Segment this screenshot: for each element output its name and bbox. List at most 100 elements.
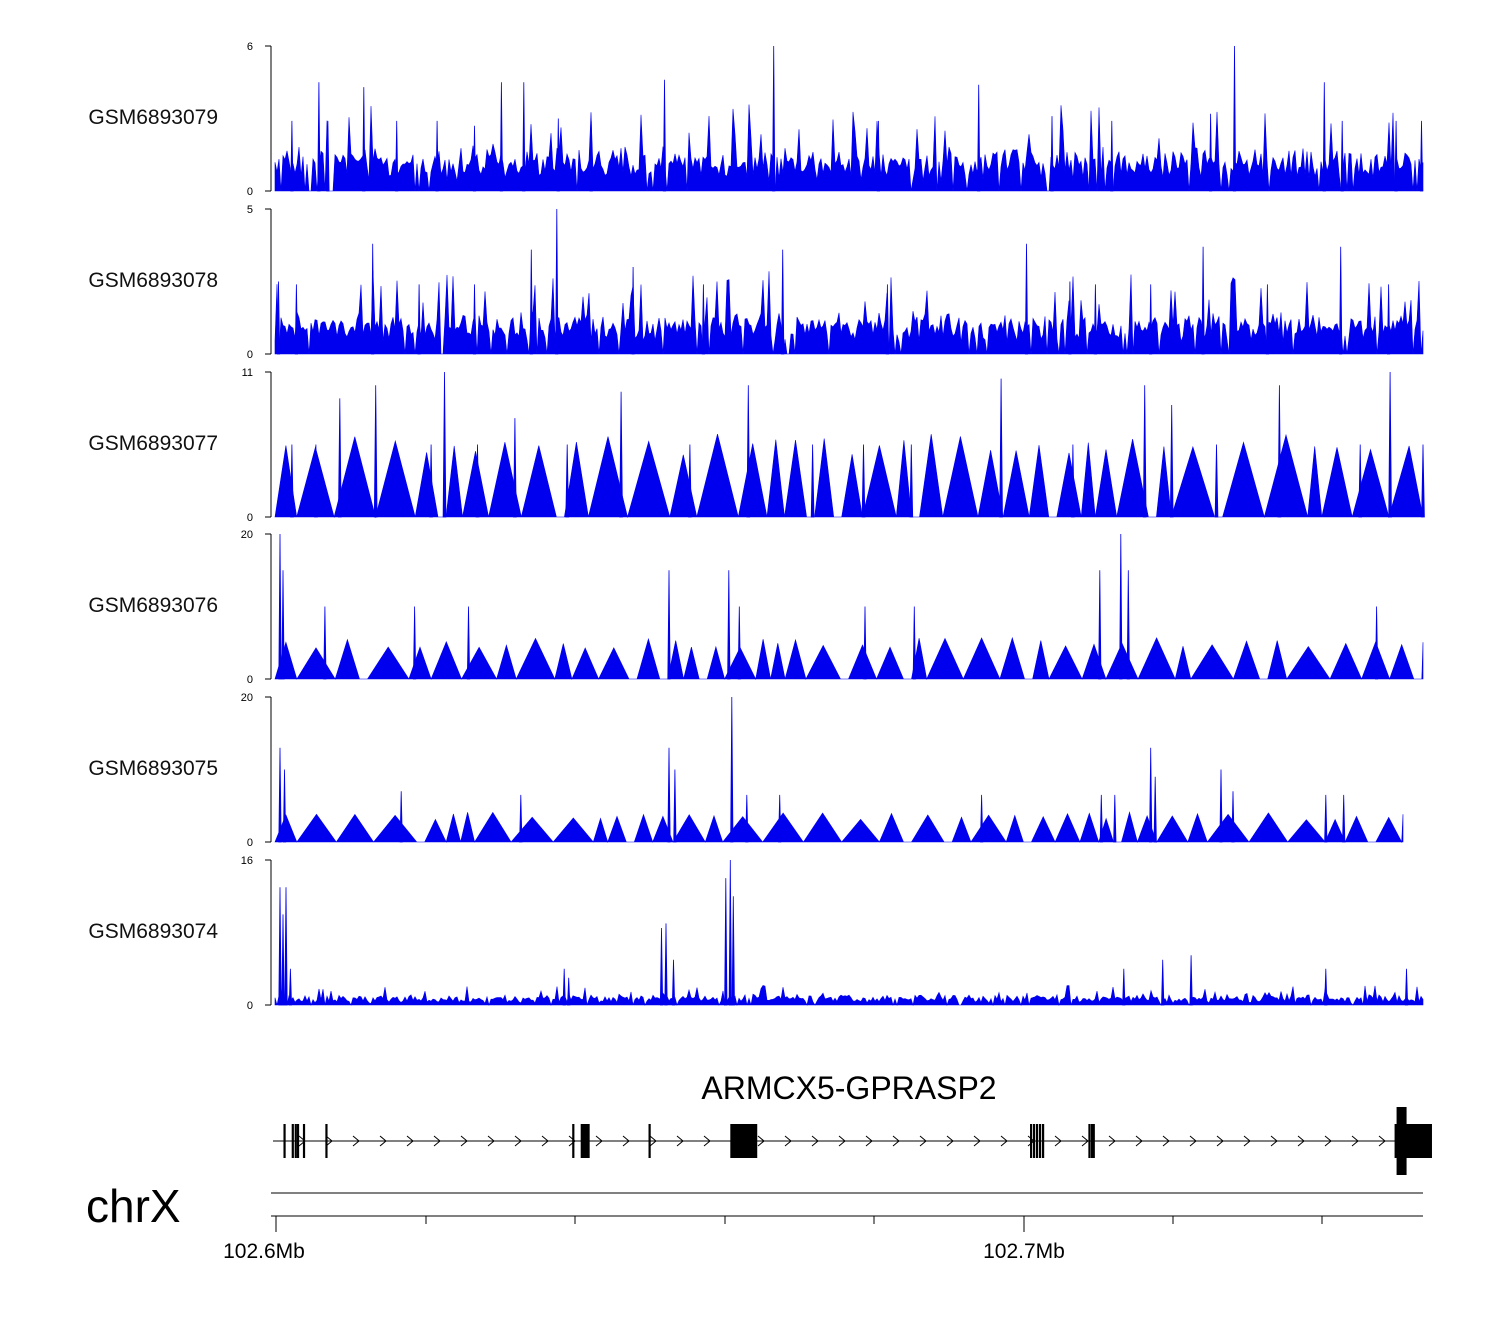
signal-peak bbox=[1071, 444, 1075, 518]
signal-peak bbox=[371, 243, 375, 355]
strand-arrow bbox=[1108, 1135, 1116, 1147]
signal-peak bbox=[281, 914, 285, 1006]
signal-peak bbox=[1419, 120, 1424, 192]
y-tick-label-min: 0 bbox=[247, 349, 253, 361]
signal-peak bbox=[1339, 246, 1343, 355]
signal-peak bbox=[555, 208, 559, 355]
signal-peak bbox=[1231, 791, 1235, 843]
track-GSM6893074: GSM6893074 16 0 bbox=[88, 855, 1424, 1012]
signal-peak bbox=[730, 696, 734, 843]
y-tick-label-min: 0 bbox=[247, 674, 253, 686]
tall-exon bbox=[1396, 1107, 1407, 1175]
signal-peak bbox=[288, 968, 293, 1006]
strand-arrow bbox=[379, 1135, 387, 1147]
signal-peak bbox=[1340, 120, 1344, 192]
signal-peak bbox=[429, 444, 433, 518]
signal-peak bbox=[1219, 769, 1223, 843]
signal-peak bbox=[662, 79, 667, 192]
signal-peak bbox=[1149, 747, 1153, 843]
signal-peak bbox=[885, 284, 890, 355]
signal-peak bbox=[909, 444, 914, 518]
signal-peak bbox=[977, 84, 981, 192]
y-tick-label-max: 6 bbox=[247, 41, 253, 53]
exon bbox=[294, 1124, 297, 1158]
y-tick-label-max: 16 bbox=[241, 855, 253, 867]
signal-peak bbox=[472, 284, 477, 355]
strand-arrow bbox=[703, 1135, 711, 1147]
genomic-axis: 102.6Mb 102.7Mb bbox=[223, 1192, 1423, 1263]
strand-arrow bbox=[1243, 1135, 1251, 1147]
track-label: GSM6893078 bbox=[88, 269, 218, 292]
track-label: GSM6893074 bbox=[88, 920, 218, 943]
strand-arrow bbox=[865, 1135, 873, 1147]
strand-arrow bbox=[325, 1135, 333, 1147]
strand-arrow bbox=[946, 1135, 954, 1147]
signal-area bbox=[274, 985, 1424, 1007]
signal-peak bbox=[1394, 120, 1398, 192]
signal-peak bbox=[1201, 246, 1205, 355]
strand-arrow bbox=[1189, 1135, 1197, 1147]
signal-peak bbox=[529, 249, 533, 355]
strand-arrow bbox=[973, 1135, 981, 1147]
track-label: GSM6893075 bbox=[88, 757, 218, 780]
strand-arrow bbox=[1081, 1135, 1089, 1147]
track-label: GSM6893077 bbox=[88, 432, 218, 455]
signal-peak bbox=[1324, 968, 1328, 1006]
chromosome-label: chrX bbox=[86, 1180, 181, 1232]
strand-arrow bbox=[784, 1135, 792, 1147]
signal-peak bbox=[728, 859, 732, 1006]
signal-peak bbox=[282, 769, 287, 843]
strand-arrow bbox=[514, 1135, 522, 1147]
y-tick-label-min: 0 bbox=[247, 186, 253, 198]
signal-peak bbox=[979, 794, 984, 843]
signal-peak bbox=[412, 606, 417, 680]
signal-peak bbox=[278, 747, 282, 843]
signal-peak bbox=[373, 385, 378, 518]
signal-peak bbox=[278, 887, 282, 1006]
signal-peak bbox=[1189, 955, 1193, 1006]
signal-peak bbox=[337, 398, 342, 518]
exon bbox=[283, 1124, 286, 1158]
signal-peak bbox=[1153, 776, 1157, 843]
signal-peak bbox=[671, 959, 676, 1006]
y-tick-label-min: 0 bbox=[247, 837, 253, 849]
signal-peak bbox=[466, 606, 471, 680]
signal-peak bbox=[399, 791, 403, 843]
signal-peak bbox=[1110, 120, 1114, 192]
signal-peak bbox=[863, 606, 867, 680]
signal-peak bbox=[522, 82, 526, 192]
signal-peak bbox=[912, 606, 916, 680]
signal-peak bbox=[745, 794, 749, 843]
signal-peak bbox=[1142, 385, 1147, 518]
signal-peak bbox=[567, 977, 571, 1006]
signal-peak bbox=[1098, 570, 1102, 680]
exon bbox=[1036, 1124, 1039, 1158]
signal-peak bbox=[323, 606, 327, 680]
strand-arrow bbox=[1216, 1135, 1224, 1147]
signal-peak bbox=[1068, 281, 1072, 355]
signal-peak bbox=[475, 444, 480, 518]
signal-peak bbox=[314, 444, 318, 518]
strand-arrow bbox=[919, 1135, 927, 1147]
exon bbox=[291, 1124, 294, 1158]
signal-peak bbox=[1119, 533, 1123, 680]
signal-peak bbox=[1126, 570, 1130, 680]
y-tick-label-max: 20 bbox=[241, 692, 253, 704]
track-GSM6893077: GSM6893077 11 0 bbox=[88, 367, 1425, 524]
strand-arrow bbox=[649, 1135, 657, 1147]
signal-peak bbox=[688, 444, 692, 518]
signal-peak bbox=[284, 887, 288, 1006]
y-tick-label-max: 11 bbox=[242, 367, 253, 379]
strand-arrow bbox=[1270, 1135, 1278, 1147]
coding-exon bbox=[580, 1124, 590, 1158]
signal-peak bbox=[737, 606, 741, 680]
exon bbox=[1038, 1124, 1042, 1158]
strand-arrow bbox=[676, 1135, 684, 1147]
signal-peak bbox=[562, 968, 566, 1006]
signal-peak bbox=[631, 266, 635, 355]
signal-peak bbox=[667, 747, 671, 843]
signal-peak bbox=[565, 444, 570, 518]
exon bbox=[572, 1124, 575, 1158]
y-tick-label-min: 0 bbox=[247, 1000, 253, 1012]
gene-model-track bbox=[273, 1107, 1432, 1175]
